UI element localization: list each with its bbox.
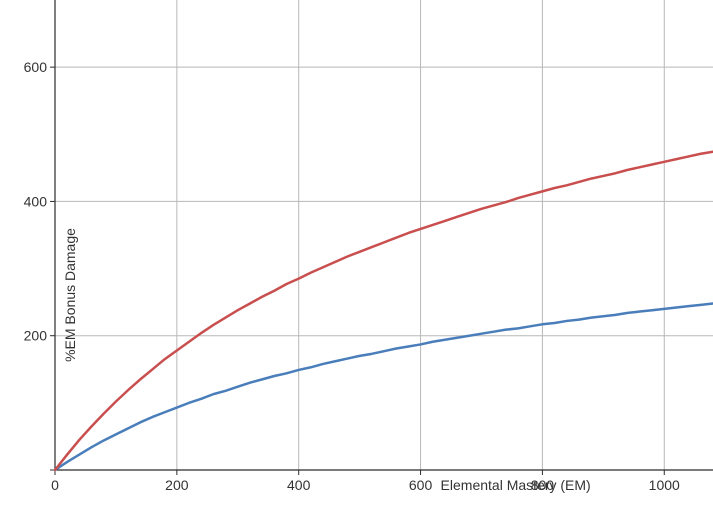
y-tick-label: 200 (24, 328, 48, 344)
x-axis-label: Elemental Mastery (EM) (441, 477, 591, 493)
x-tick-label: 400 (287, 477, 311, 493)
chart-svg: 02004006008001000200400600Elemental Mast… (0, 0, 713, 512)
y-tick-label: 400 (24, 193, 48, 209)
x-tick-label: 200 (165, 477, 189, 493)
x-tick-label: 0 (51, 477, 59, 493)
y-tick-label: 600 (24, 59, 48, 75)
y-axis-label: %EM Bonus Damage (62, 228, 78, 362)
x-tick-label: 600 (409, 477, 433, 493)
chart-background (0, 0, 713, 512)
em-bonus-damage-chart: 02004006008001000200400600Elemental Mast… (0, 0, 713, 512)
x-tick-label: 1000 (649, 477, 680, 493)
